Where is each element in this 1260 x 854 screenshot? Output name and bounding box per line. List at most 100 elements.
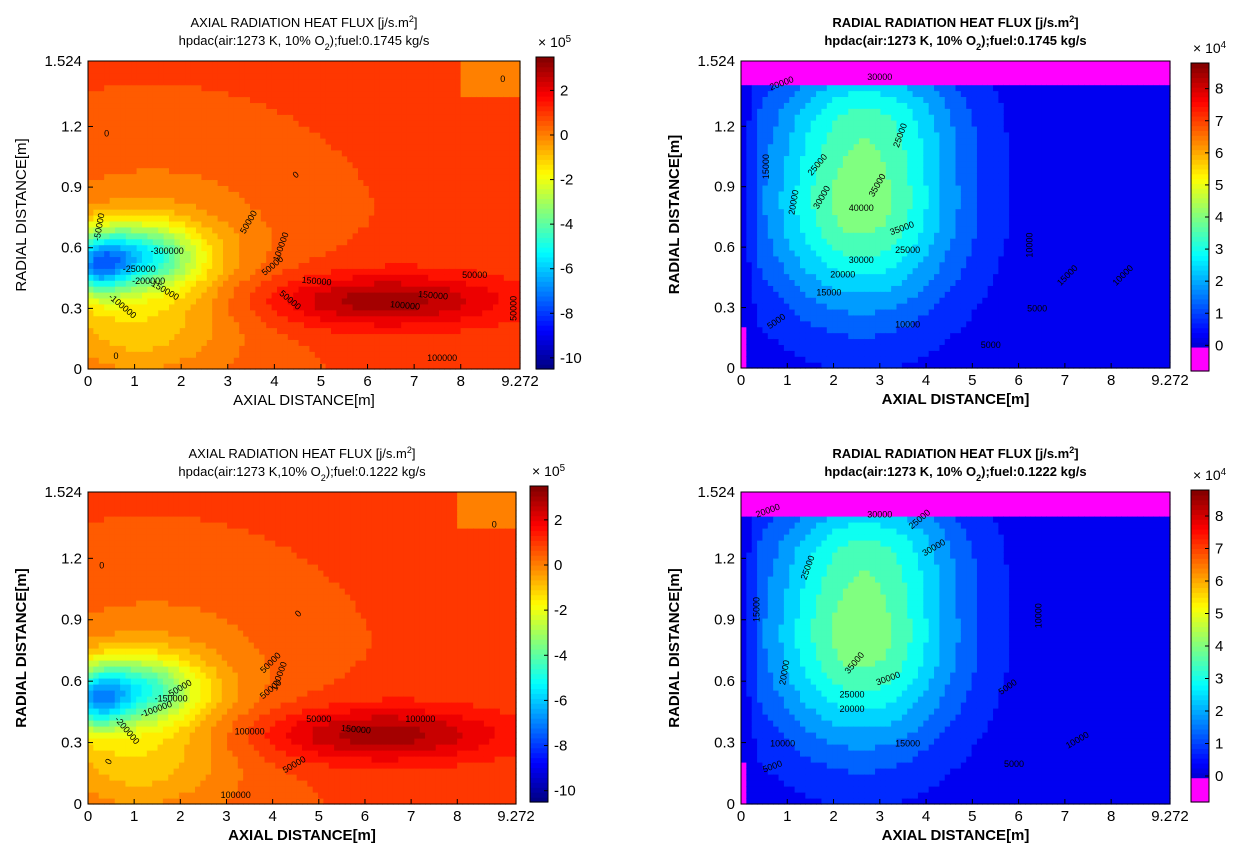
heat-cell (206, 274, 213, 281)
heat-cell (185, 339, 192, 346)
heat-cell (503, 191, 510, 198)
heat-cell (805, 297, 812, 304)
heat-cell (115, 161, 121, 169)
heat-cell (228, 280, 235, 287)
heat-cell (309, 315, 316, 323)
heat-cell (363, 138, 370, 145)
heat-cell (406, 90, 413, 98)
heat-cell (266, 268, 273, 275)
heat-cell (104, 309, 111, 317)
heat-cell (179, 126, 186, 133)
heat-cell (487, 155, 494, 163)
contour-label: -50000 (92, 212, 107, 241)
heat-cell (374, 66, 381, 74)
heat-cell (201, 286, 208, 293)
heat-cell (152, 173, 159, 181)
heat-cell (794, 90, 801, 98)
heat-cell (293, 161, 300, 169)
heat-cell (767, 279, 774, 286)
heat-cell (185, 292, 192, 299)
heat-cell (471, 72, 478, 80)
heat-cell (757, 143, 764, 151)
heat-cell (320, 143, 327, 151)
heat-cell (266, 102, 273, 109)
heat-cell (476, 256, 483, 263)
heat-cell (363, 274, 370, 281)
heat-cell (212, 268, 219, 275)
heat-cell (212, 78, 219, 86)
heat-cell (169, 114, 175, 121)
heat-cell (799, 143, 806, 151)
heat-cell (298, 238, 305, 246)
heat-cell (201, 232, 208, 240)
heat-cell (799, 249, 806, 257)
heat-cell (433, 262, 440, 269)
heat-cell (190, 215, 197, 222)
heat-cell (805, 102, 812, 109)
heat-cell (293, 232, 300, 240)
heat-cell (185, 280, 192, 287)
heat-cell (767, 356, 774, 363)
heat-cell (347, 209, 354, 216)
heat-cell (444, 297, 451, 305)
heat-cell (395, 143, 402, 151)
heat-cell (336, 351, 343, 358)
heat-cell (293, 96, 300, 104)
heat-cell (98, 309, 105, 317)
heat-cell (233, 256, 240, 263)
heat-cell (444, 357, 451, 364)
heat-cell (401, 78, 408, 86)
heat-cell (476, 232, 483, 240)
heat-cell (422, 197, 429, 204)
heat-cell (93, 215, 100, 222)
heat-cell (125, 292, 132, 299)
heat-cell (433, 167, 440, 175)
heat-cell (179, 84, 186, 92)
heat-cell (455, 161, 462, 169)
heat-cell (158, 72, 165, 80)
heat-cell (417, 161, 424, 169)
colorbar-tick-label: -8 (560, 305, 573, 322)
heat-cell (190, 262, 197, 269)
heat-cell (466, 351, 472, 358)
heat-cell (244, 167, 251, 175)
heat-cell (233, 321, 240, 329)
heat-cell (88, 203, 94, 210)
heat-cell (239, 120, 246, 127)
heat-cell (341, 203, 348, 210)
heat-cell (455, 78, 462, 86)
heat-cell (325, 61, 332, 68)
heat-cell (196, 274, 202, 281)
heat-cell (115, 84, 121, 92)
heat-cell (298, 167, 305, 175)
heat-cell (185, 138, 192, 145)
heat-cell (439, 108, 445, 115)
heat-cell (298, 268, 305, 275)
heat-cell (120, 357, 127, 364)
heat-cell (439, 327, 445, 335)
heat-cell (109, 209, 116, 216)
heat-cell (250, 262, 256, 269)
heat-cell (260, 66, 267, 74)
heat-cell (266, 256, 273, 263)
heat-cell (368, 203, 375, 210)
heat-cell (250, 351, 256, 358)
heat-cell (789, 261, 796, 269)
heat-cell (255, 126, 262, 133)
heat-cell (304, 321, 310, 329)
heat-cell (152, 191, 159, 198)
heat-cell (805, 184, 812, 192)
heat-cell (190, 226, 197, 234)
heat-cell (509, 126, 516, 133)
heat-cell (336, 102, 343, 109)
heat-cell (109, 138, 116, 145)
heat-cell (406, 363, 413, 370)
heat-cell (471, 149, 478, 157)
heat-cell (179, 191, 186, 198)
heat-cell (762, 338, 769, 345)
heat-cell (228, 357, 235, 364)
heat-cell (439, 66, 445, 74)
heat-cell (498, 161, 505, 169)
heat-cell (466, 72, 472, 80)
heat-cell (810, 303, 817, 310)
